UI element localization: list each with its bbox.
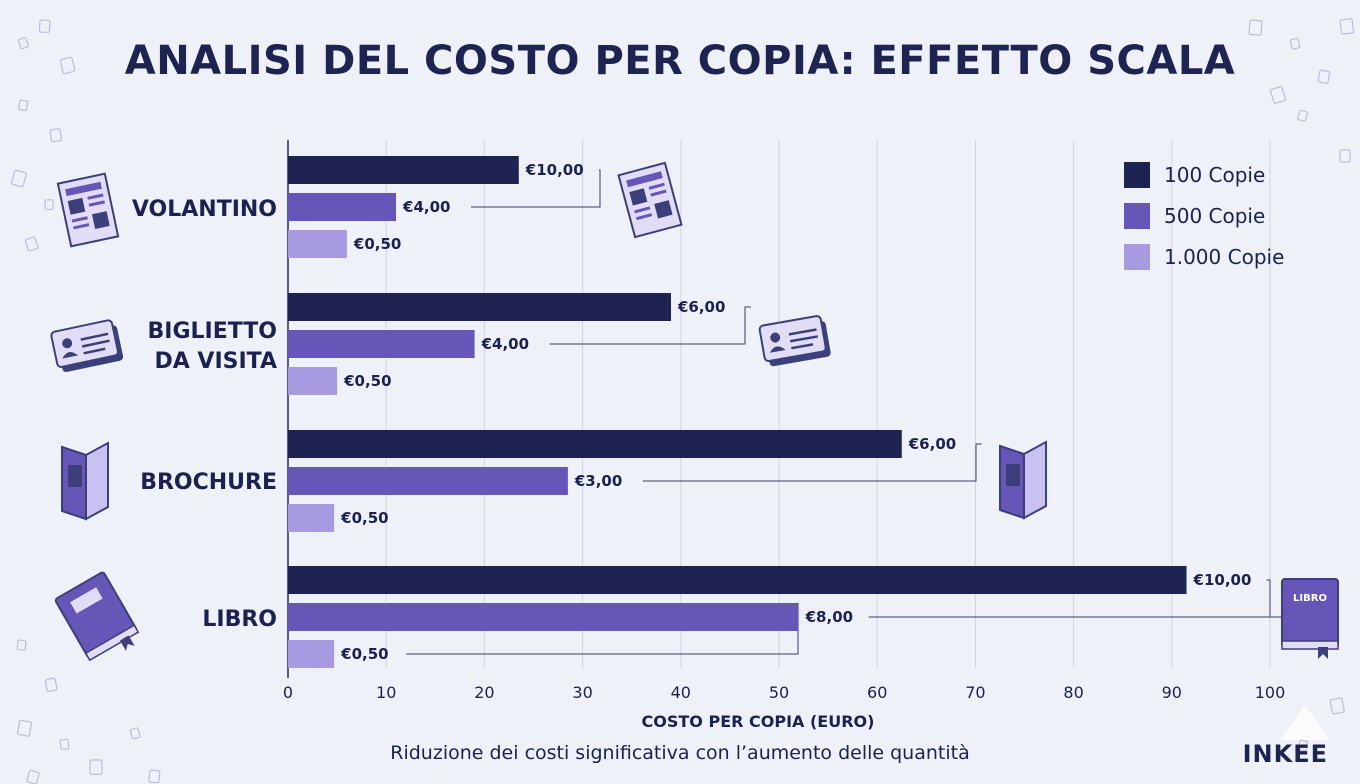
doodle: [1317, 69, 1331, 84]
decorative-doodles: [11, 18, 1355, 784]
doodle: [1339, 18, 1355, 35]
business-card-icon: [50, 319, 124, 373]
flyer-icon: [56, 172, 120, 248]
doodle: [49, 128, 62, 143]
leader-line: [642, 443, 982, 482]
book-icon: LIBRO: [1281, 578, 1339, 659]
x-tick-label: 50: [769, 683, 789, 702]
doodle: [89, 759, 103, 775]
data-label: €6,00: [677, 298, 725, 316]
doodle: [26, 769, 40, 784]
doodle: [59, 56, 76, 75]
doodle: [44, 199, 54, 211]
doodle: [18, 99, 29, 112]
x-tick-label: 40: [671, 683, 691, 702]
brand-logo: INKEE: [1242, 740, 1328, 768]
category-icons: LIBRO: [50, 161, 1339, 662]
bar: [288, 566, 1187, 594]
bar: [288, 156, 519, 184]
data-label: €0,50: [343, 372, 391, 390]
x-tick-label: 90: [1162, 683, 1182, 702]
doodle: [1289, 37, 1301, 50]
doodle: [16, 719, 33, 737]
category-label: DA VISITA: [154, 349, 277, 374]
legend-label: 100 Copie: [1164, 163, 1265, 187]
category-labels: VOLANTINO BIGLIETTO DA VISITA BROCHURE LIBRO: [132, 197, 277, 632]
brochure-icon: [61, 441, 109, 521]
doodle: [17, 37, 29, 50]
bar: [288, 430, 902, 458]
doodle: [1248, 19, 1263, 36]
data-label: €0,50: [353, 235, 401, 253]
bar: [288, 330, 475, 358]
bar: [288, 367, 338, 395]
leader-line: [549, 306, 751, 345]
doodle: [59, 738, 70, 750]
x-tick-label: 70: [965, 683, 985, 702]
flyer-icon: [617, 161, 683, 239]
category-label: BIGLIETTO: [148, 319, 277, 344]
bar: [288, 640, 335, 668]
x-tick-label: 30: [572, 683, 592, 702]
x-tick-label: 60: [867, 683, 887, 702]
doodle: [1297, 109, 1308, 122]
bars: €10,00 €4,00 €0,50 €6,00 €4,00 €0,50 €6,00 €3,0…: [288, 156, 1251, 668]
doodle: [24, 236, 39, 252]
x-axis-ticks: 0 10 20 30 40 50 60 70 80 90 100: [283, 683, 1285, 702]
data-label: €0,50: [340, 645, 388, 663]
data-label: €10,00: [525, 161, 584, 179]
legend-label: 500 Copie: [1164, 204, 1265, 228]
data-label: €6,00: [908, 435, 956, 453]
legend-swatch: [1124, 162, 1150, 188]
legend: 100 Copie 500 Copie 1.000 Copie: [1124, 162, 1284, 270]
leader-line: [406, 631, 799, 655]
x-tick-label: 100: [1255, 683, 1286, 702]
doodle: [1297, 739, 1309, 752]
gridlines: [287, 140, 1271, 678]
x-axis-title: COSTO PER COPIA (EURO): [642, 712, 875, 731]
category-label: BROCHURE: [140, 470, 277, 495]
legend-label: 1.000 Copie: [1164, 245, 1284, 269]
doodle: [1269, 86, 1287, 104]
brochure-icon: [999, 440, 1047, 520]
book-icon-label: LIBRO: [1293, 593, 1327, 604]
x-tick-label: 80: [1063, 683, 1083, 702]
doodle: [148, 769, 161, 784]
business-card-icon: [758, 315, 831, 367]
data-label: €4,00: [402, 198, 450, 216]
data-label: €8,00: [805, 608, 853, 626]
doodle: [11, 169, 27, 188]
bar: [288, 467, 568, 495]
bar: [288, 193, 397, 221]
data-label: €10,00: [1193, 571, 1252, 589]
doodle: [16, 639, 27, 651]
data-label: €4,00: [481, 335, 529, 353]
doodle: [1329, 697, 1345, 715]
doodle: [44, 677, 58, 693]
doodle: [1339, 149, 1351, 163]
leader-line: [471, 169, 601, 208]
data-label: €3,00: [574, 472, 622, 490]
x-tick-label: 10: [376, 683, 396, 702]
leader-lines: [406, 169, 1282, 655]
chart-subtitle: Riduzione dei costi significativa con l’…: [390, 742, 970, 764]
brand-mark: [1280, 705, 1330, 740]
x-tick-label: 0: [283, 683, 293, 702]
book-icon: [54, 571, 140, 662]
bar: [288, 293, 671, 321]
doodle: [129, 727, 141, 740]
chart-title: ANALISI DEL COSTO PER COPIA: EFFETTO SCA…: [124, 38, 1236, 84]
x-tick-label: 20: [474, 683, 494, 702]
category-label: VOLANTINO: [132, 197, 277, 222]
legend-swatch: [1124, 203, 1150, 229]
bar: [288, 230, 347, 258]
category-label: LIBRO: [202, 607, 277, 632]
bar: [288, 603, 799, 631]
data-label: €0,50: [340, 509, 388, 527]
doodle: [38, 19, 51, 34]
legend-swatch: [1124, 244, 1150, 270]
bar: [288, 504, 335, 532]
